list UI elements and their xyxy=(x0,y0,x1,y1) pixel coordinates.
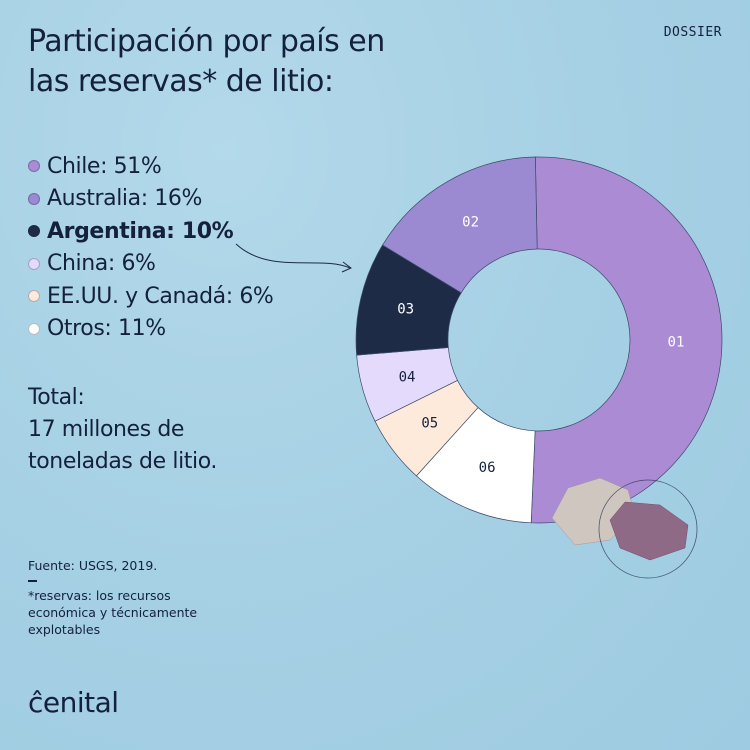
legend-item-usa-canada: EE.UU. y Canadá: 6% xyxy=(28,280,274,313)
footer: Fuente: USGS, 2019. *reservas: los recur… xyxy=(28,557,238,638)
legend-dot xyxy=(28,225,40,238)
total-value: 17 millones de toneladas de litio. xyxy=(28,417,217,474)
legend-dot xyxy=(28,257,40,270)
total: Total: 17 millones de toneladas de litio… xyxy=(28,382,228,478)
brand-logo: ĉenital xyxy=(28,686,119,719)
legend-dot xyxy=(28,192,40,205)
segment-australia xyxy=(382,156,538,294)
footnote: *reservas: los recursos económica y técn… xyxy=(28,587,198,637)
legend-dot xyxy=(28,160,40,173)
legend-item-china: China: 6% xyxy=(28,248,273,281)
legend-dot xyxy=(28,290,40,303)
legend-item-australia: Australia: 16% xyxy=(28,183,273,216)
legend-label: Otros: 11% xyxy=(47,316,166,342)
section-tag: DOSSIER xyxy=(663,25,722,40)
donut-segments xyxy=(355,156,723,524)
divider xyxy=(28,580,37,582)
legend-item-otros: Otros: 11% xyxy=(28,313,273,346)
segment-number: 03 xyxy=(397,302,414,318)
page-title: Participación por país en las reservas* … xyxy=(28,24,385,99)
arrow-head-icon xyxy=(341,261,352,273)
legend-item-argentina: Argentina: 10% xyxy=(28,215,273,248)
legend-item-chile: Chile: 51% xyxy=(28,150,273,183)
segment-chile xyxy=(530,156,723,524)
segment-number: 01 xyxy=(668,335,685,351)
legend-label: Australia: 16% xyxy=(47,186,203,212)
source: Fuente: USGS, 2019. xyxy=(28,558,158,573)
legend-label: Chile: 51% xyxy=(47,153,162,179)
segment-number: 02 xyxy=(462,214,479,230)
legend-label: China: 6% xyxy=(47,251,156,277)
segment-number: 04 xyxy=(399,370,416,386)
total-label: Total: xyxy=(28,385,85,410)
segment-numbers: 01 06 05 04 03 02 xyxy=(397,214,684,476)
lithium-rock-icon xyxy=(551,477,698,579)
segment-number: 05 xyxy=(421,416,438,432)
segment-number: 06 xyxy=(479,460,496,476)
legend-label: EE.UU. y Canadá: 6% xyxy=(47,283,274,309)
legend-dot xyxy=(28,322,40,335)
legend-label: Argentina: 10% xyxy=(47,218,234,244)
legend: Chile: 51% Australia: 16% Argentina: 10%… xyxy=(28,150,274,346)
pointer-arrow xyxy=(235,243,351,269)
